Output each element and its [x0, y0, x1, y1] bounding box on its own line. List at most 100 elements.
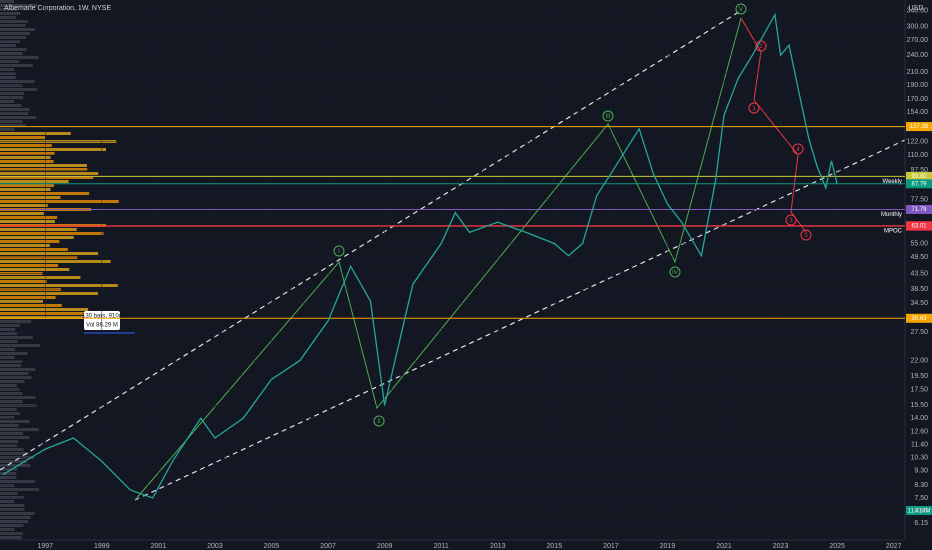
- profile-bar: [0, 40, 21, 43]
- x-tick-label: 2021: [716, 543, 732, 550]
- x-tick-label: 2019: [660, 543, 676, 550]
- y-tick-label: 9.30: [914, 467, 928, 474]
- wave-circle: [333, 245, 345, 257]
- y-tick-label: 27.50: [910, 329, 928, 336]
- profile-bar: [0, 12, 21, 15]
- profile-bar: [0, 448, 24, 451]
- profile-bar: [0, 228, 77, 231]
- profile-bar: [0, 164, 87, 167]
- x-tick-label: 2017: [603, 543, 619, 550]
- x-tick-label: 2005: [264, 543, 280, 550]
- profile-bar: [0, 212, 44, 215]
- level-label: 71.79: [911, 207, 927, 213]
- profile-bar: [0, 476, 17, 479]
- x-tick-label: 2027: [886, 543, 902, 550]
- profile-bar: [0, 524, 24, 527]
- y-tick-label: 210.00: [907, 69, 929, 76]
- level-tag: [906, 313, 932, 323]
- profile-bar: [0, 496, 25, 499]
- profile-bar: [0, 500, 15, 503]
- volume-label: 11.414M: [908, 509, 931, 515]
- wave-circle: [669, 266, 681, 278]
- y-tick-label: 19.50: [910, 373, 928, 380]
- profile-bar: [0, 64, 33, 67]
- level-tag: [906, 179, 932, 189]
- y-tick-label: 154.00: [907, 109, 929, 116]
- profile-bar: [0, 44, 16, 47]
- profile-bar: [0, 240, 60, 243]
- profile-bar: [0, 352, 28, 355]
- profile-bar: [0, 76, 16, 79]
- profile-bar: [0, 332, 18, 335]
- profile-bar: [0, 8, 17, 11]
- x-tick-label: 2015: [547, 543, 563, 550]
- profile-bar: [0, 428, 39, 431]
- profile-bar: [0, 32, 31, 35]
- x-tick-label: 1999: [94, 543, 110, 550]
- profile-bar: [0, 124, 26, 127]
- level-tag: [906, 204, 932, 214]
- profile-bar: [0, 136, 46, 139]
- profile-bar: [0, 88, 37, 91]
- profile-bar: [0, 256, 78, 259]
- level-name: Monthly: [881, 212, 902, 218]
- profile-bar: [0, 460, 27, 463]
- profile-bar: [0, 160, 54, 163]
- profile-bar: [0, 4, 38, 7]
- profile-bar: [0, 468, 18, 471]
- profile-bar: [0, 276, 81, 279]
- title: Albemarle Corporation, 1W, NYSE: [4, 5, 111, 12]
- x-tick-label: 2013: [490, 543, 506, 550]
- wave-circle: [602, 110, 614, 122]
- profile-bar: [0, 20, 28, 23]
- profile-bar: [0, 280, 47, 283]
- profile-bar: [0, 288, 61, 291]
- profile-bar: [0, 112, 29, 115]
- y-tick-label: 122.00: [907, 139, 929, 146]
- y-tick-label: 97.50: [910, 167, 928, 174]
- profile-bar: [0, 520, 29, 523]
- y-tick-label: 340.00: [907, 8, 929, 15]
- profile-bar: [0, 144, 52, 147]
- profile-bar: [0, 436, 30, 439]
- profile-bar: [0, 220, 55, 223]
- x-tick-label: 2003: [207, 543, 223, 550]
- wave-circle: [748, 102, 760, 114]
- profile-bar: [0, 104, 22, 107]
- level-name: Weekly: [882, 179, 902, 185]
- profile-bar: [0, 304, 62, 307]
- level-tag: [906, 221, 932, 231]
- x-tick-label: 2009: [377, 543, 393, 550]
- wave-label: 4: [796, 147, 800, 153]
- profile-bar: [0, 492, 18, 495]
- wave-circle: [792, 143, 804, 155]
- y-tick-label: 8.30: [914, 482, 928, 489]
- price-axis: [905, 0, 932, 550]
- y-tick-label: 240.00: [907, 52, 929, 59]
- profile-bar: [0, 152, 55, 155]
- wave-path: [134, 17, 742, 501]
- x-tick-label: 2023: [773, 543, 789, 550]
- profile-bar: [0, 244, 50, 247]
- profile-bar: [0, 320, 32, 323]
- profile-bar: [0, 480, 36, 483]
- wave-label: 5: [804, 233, 808, 239]
- profile-bar: [0, 148, 107, 151]
- channel-lower: [134, 139, 906, 501]
- profile-bar: [0, 528, 15, 531]
- profile-bar: [0, 264, 59, 267]
- profile-bar: [0, 56, 39, 59]
- y-tick-label: 300.00: [907, 24, 929, 31]
- profile-bar: [0, 504, 25, 507]
- y-tick-label: 77.50: [910, 197, 928, 204]
- profile-bar: [0, 36, 27, 39]
- profile-bar: [0, 340, 18, 343]
- profile-bar: [0, 392, 23, 395]
- profile-bar: [0, 172, 99, 175]
- profile-bar: [0, 440, 19, 443]
- level-label: 87.79: [911, 181, 927, 187]
- profile-bar: [0, 380, 25, 383]
- profile-bar: [0, 0, 14, 3]
- profile-bar: [0, 116, 37, 119]
- profile-bar: [0, 384, 17, 387]
